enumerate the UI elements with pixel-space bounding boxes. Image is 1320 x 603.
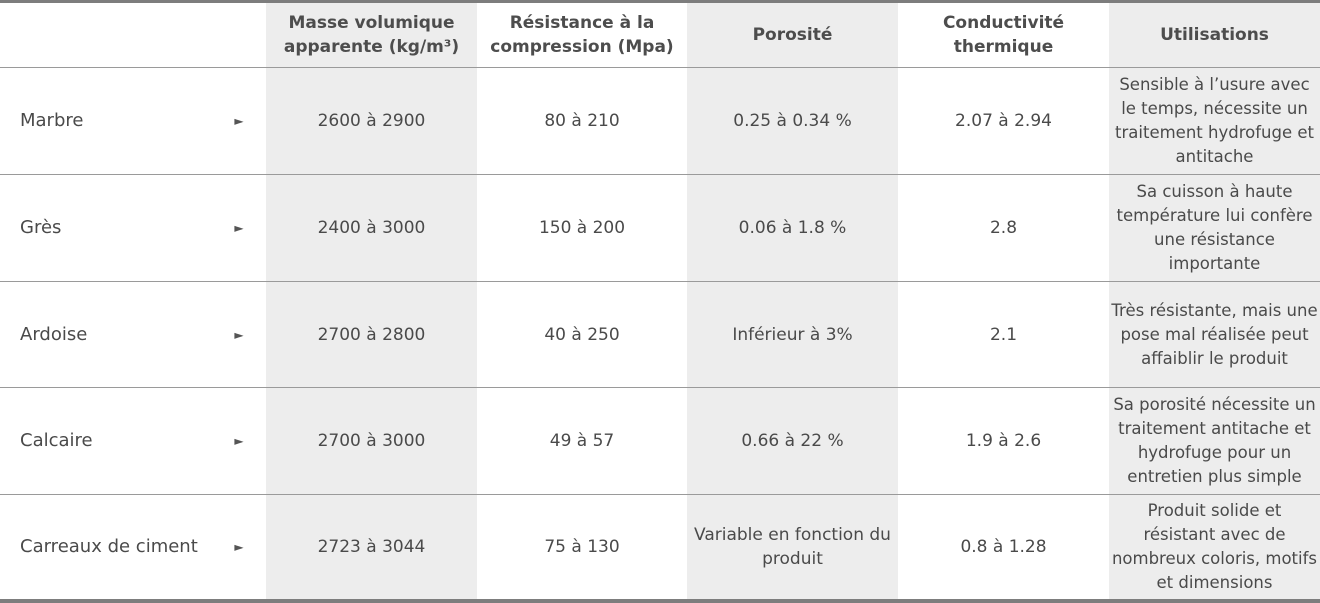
triangle-right-icon[interactable]: ►	[234, 540, 244, 554]
resistance-cell: 49 à 57	[549, 431, 615, 451]
table-row: Ardoise ► 2700 à 2800 40 à 250 Inférieur…	[0, 282, 1320, 387]
row-divider	[0, 494, 1320, 495]
conductivite-cell: 1.9 à 2.6	[965, 431, 1042, 451]
porosite-cell: 0.06 à 1.8 %	[738, 218, 847, 238]
table-header-row: Masse volumique apparente (kg/m³) Résist…	[0, 3, 1320, 67]
shaded-column-utilisations	[1109, 3, 1320, 599]
triangle-right-icon[interactable]: ►	[234, 114, 244, 128]
row-name-cell: Grès	[20, 217, 62, 238]
shaded-column-masse	[266, 3, 477, 599]
porosite-cell: Variable en fonction du produit	[694, 525, 891, 569]
utilisations-cell: Produit solide et résistant avec de nomb…	[1111, 501, 1318, 592]
resistance-cell: 80 à 210	[544, 111, 620, 131]
triangle-right-icon[interactable]: ►	[234, 327, 244, 342]
header-cell-utilisations: Utilisations	[1160, 25, 1269, 45]
shaded-column-porosite	[687, 3, 898, 599]
porosite-cell: Inférieur à 3%	[732, 324, 853, 345]
row-divider	[0, 67, 1320, 68]
masse-cell: 2600 à 2900	[317, 111, 426, 131]
row-divider	[0, 387, 1320, 388]
row-name-cell: Carreaux de ciment	[20, 536, 198, 557]
porosite-cell: 0.25 à 0.34 %	[733, 111, 852, 131]
conductivite-cell: 2.1	[989, 324, 1018, 345]
utilisations-cell: Très résistante, mais une pose mal réali…	[1111, 300, 1318, 368]
resistance-cell: 40 à 250	[544, 324, 620, 345]
header-cell-resistance: Résistance à la compression (Mpa)	[490, 13, 674, 57]
conductivite-cell: 2.8	[989, 218, 1018, 238]
resistance-cell: 75 à 130	[544, 537, 620, 557]
masse-cell: 2723 à 3044	[317, 537, 426, 557]
row-name-cell: Calcaire	[20, 430, 93, 451]
resistance-cell: 150 à 200	[538, 218, 626, 238]
table-row: Grès ► 2400 à 3000 150 à 200 0.06 à 1.8 …	[0, 175, 1320, 281]
table-row: Marbre ► 2600 à 2900 80 à 210 0.25 à 0.3…	[0, 68, 1320, 174]
row-divider	[0, 174, 1320, 175]
masse-cell: 2700 à 3000	[317, 431, 426, 451]
row-name-cell: Ardoise	[20, 323, 88, 345]
triangle-right-icon[interactable]: ►	[234, 221, 244, 235]
row-divider	[0, 281, 1320, 282]
utilisations-cell: Sa porosité nécessite un traitement anti…	[1113, 395, 1316, 486]
masse-cell: 2700 à 2800	[317, 324, 426, 345]
table-bottom-border	[0, 599, 1320, 603]
table-row: Carreaux de ciment ► 2723 à 3044 75 à 13…	[0, 495, 1320, 599]
header-cell-empty	[0, 3, 266, 67]
conductivite-cell: 2.07 à 2.94	[955, 111, 1052, 131]
masse-cell: 2400 à 3000	[317, 218, 426, 238]
utilisations-cell: Sa cuisson à haute température lui confè…	[1116, 182, 1313, 273]
triangle-right-icon[interactable]: ►	[234, 434, 244, 448]
conductivite-cell: 0.8 à 1.28	[960, 537, 1047, 557]
row-name-cell: Marbre	[20, 110, 84, 131]
header-cell-masse: Masse volumique apparente (kg/m³)	[283, 13, 460, 57]
utilisations-cell: Sensible à l’usure avec le temps, nécess…	[1115, 75, 1314, 166]
table-row: Calcaire ► 2700 à 3000 49 à 57 0.66 à 22…	[0, 388, 1320, 494]
table-top-border	[0, 0, 1320, 3]
header-cell-porosite: Porosité	[752, 25, 833, 45]
header-cell-conductivite: Conductivité thermique	[942, 13, 1065, 57]
porosite-cell: 0.66 à 22 %	[741, 431, 844, 451]
